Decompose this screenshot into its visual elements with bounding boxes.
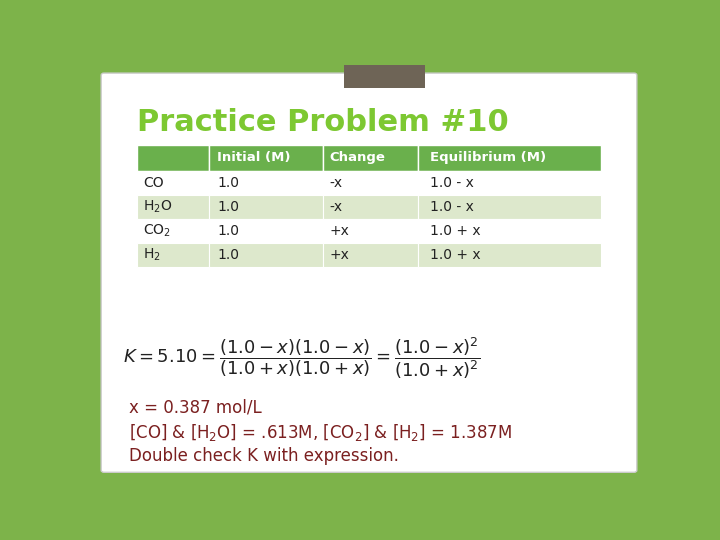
Bar <box>210 171 323 195</box>
Bar <box>323 171 418 195</box>
Text: -x: -x <box>329 200 343 214</box>
Text: $K = 5.10 = \dfrac{(1.0-x)(1.0-x)}{(1.0+x)(1.0+x)} = \dfrac{(1.0-x)^2}{(1.0+x)^2: $K = 5.10 = \dfrac{(1.0-x)(1.0-x)}{(1.0+… <box>124 335 481 381</box>
Text: CO: CO <box>143 176 163 190</box>
Bar <box>418 219 600 243</box>
Text: 1.0: 1.0 <box>217 248 239 262</box>
Bar <box>418 145 600 171</box>
Bar <box>138 243 210 267</box>
Bar <box>138 171 210 195</box>
Bar <box>344 65 425 87</box>
Bar <box>210 145 323 171</box>
Text: 1.0 - x: 1.0 - x <box>431 176 474 190</box>
Text: Initial (M): Initial (M) <box>217 151 291 165</box>
Text: Double check K with expression.: Double check K with expression. <box>129 448 399 465</box>
Bar <box>418 243 600 267</box>
Bar <box>210 243 323 267</box>
Text: x = 0.387 mol/L: x = 0.387 mol/L <box>129 399 262 417</box>
Text: Equilibrium (M): Equilibrium (M) <box>431 151 546 165</box>
Text: -x: -x <box>329 176 343 190</box>
Bar <box>138 195 210 219</box>
Text: [CO] & [H$_2$O] = .613M, [CO$_2$] & [H$_2$] = 1.387M: [CO] & [H$_2$O] = .613M, [CO$_2$] & [H$_… <box>129 422 512 443</box>
Bar <box>210 219 323 243</box>
Text: Change: Change <box>329 151 385 165</box>
Text: +x: +x <box>329 224 349 238</box>
Bar <box>323 219 418 243</box>
Text: 1.0: 1.0 <box>217 200 239 214</box>
Bar <box>210 195 323 219</box>
Bar <box>138 219 210 243</box>
Text: Practice Problem #10: Practice Problem #10 <box>138 109 509 138</box>
Text: H$_2$O: H$_2$O <box>143 199 173 215</box>
Bar <box>418 171 600 195</box>
Text: CO$_2$: CO$_2$ <box>143 223 171 239</box>
Text: 1.0: 1.0 <box>217 176 239 190</box>
Text: 1.0: 1.0 <box>217 224 239 238</box>
Bar <box>418 195 600 219</box>
Text: H$_2$: H$_2$ <box>143 247 161 264</box>
Bar <box>323 243 418 267</box>
Text: 1.0 - x: 1.0 - x <box>431 200 474 214</box>
FancyBboxPatch shape <box>101 73 637 472</box>
Text: +x: +x <box>329 248 349 262</box>
Bar <box>323 145 418 171</box>
Bar <box>323 195 418 219</box>
Bar <box>138 145 210 171</box>
Text: 1.0 + x: 1.0 + x <box>431 224 481 238</box>
Text: 1.0 + x: 1.0 + x <box>431 248 481 262</box>
